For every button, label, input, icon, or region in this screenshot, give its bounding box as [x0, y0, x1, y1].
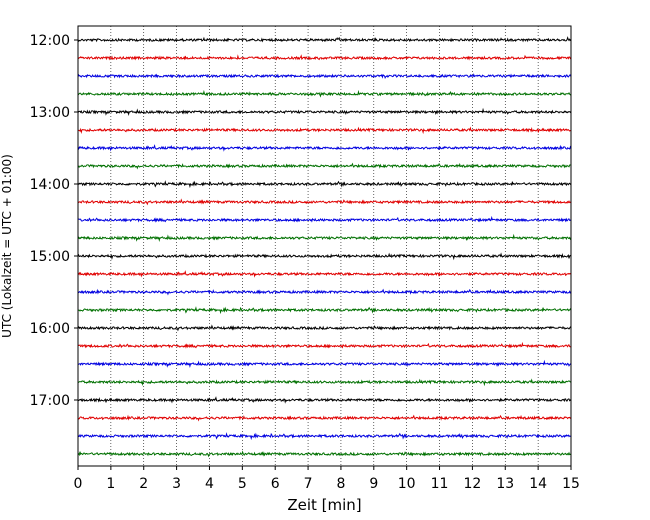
x-tick-label: 11: [431, 476, 449, 492]
x-tick-label: 6: [271, 476, 280, 492]
x-tick-label: 9: [369, 476, 378, 492]
seismogram-trace: [77, 341, 572, 349]
x-tick-label: 12: [463, 476, 481, 492]
seismogram-trace: [77, 107, 572, 116]
seismogram-trace: [77, 198, 572, 206]
seismogram-trace: [77, 233, 572, 242]
x-axis-label: Zeit [min]: [287, 496, 361, 514]
seismogram-trace: [77, 270, 572, 278]
seismogram-trace: [77, 450, 572, 458]
seismogram-trace: [77, 306, 572, 315]
seismogram-trace: [77, 180, 572, 189]
x-tick-label: 7: [304, 476, 313, 492]
x-tick-label: 2: [139, 476, 148, 492]
seismogram-trace: [77, 54, 572, 61]
seismogram-trace: [77, 432, 572, 441]
y-tick-label: 15:00: [30, 249, 70, 265]
seismogram-trace: [77, 36, 572, 43]
y-tick-label: 17:00: [30, 393, 70, 409]
y-tick-label: 16:00: [30, 321, 70, 337]
seismogram-trace: [77, 89, 572, 98]
seismogram-trace: [77, 252, 572, 261]
seismogram-trace: [77, 126, 572, 135]
seismogram-trace: [77, 144, 572, 152]
x-tick-label: 4: [205, 476, 214, 492]
x-tick-label: 8: [336, 476, 345, 492]
seismogram-trace: [77, 414, 572, 422]
x-axis-ticks: 0 1 2 3 4 5 6 7 8 9 10 11 12 13 14 15: [74, 466, 580, 492]
seismogram-trace: [77, 378, 572, 387]
plot-frame: [77, 25, 572, 467]
seismogram-trace: [77, 162, 572, 170]
x-tick-label: 13: [496, 476, 514, 492]
seismogram-trace: [77, 324, 572, 332]
x-tick-label: 3: [172, 476, 181, 492]
x-tick-label: 0: [74, 476, 83, 492]
x-tick-label: 10: [398, 476, 416, 492]
x-tick-label: 1: [106, 476, 115, 492]
x-tick-label: 14: [529, 476, 547, 492]
x-tick-label: 5: [238, 476, 247, 492]
vertical-grid: [110, 26, 539, 466]
seismogram-trace: [77, 359, 572, 368]
seismogram-trace: [77, 288, 572, 296]
y-axis-ticks: 12:00 13:00 14:00 15:00 16:00 17:00: [30, 33, 78, 409]
y-tick-label: 12:00: [30, 33, 70, 49]
seismogram-trace: [77, 215, 572, 223]
seismogram-trace: [77, 396, 572, 404]
plot-background: [78, 26, 571, 466]
y-tick-label: 14:00: [30, 177, 70, 193]
seismogram-trace: [77, 73, 572, 80]
y-tick-label: 13:00: [30, 105, 70, 121]
seismogram-traces: [77, 36, 572, 458]
y-axis-label: UTC (Lokalzeit = UTC + 01:00): [0, 154, 14, 338]
x-tick-label: 15: [562, 476, 580, 492]
